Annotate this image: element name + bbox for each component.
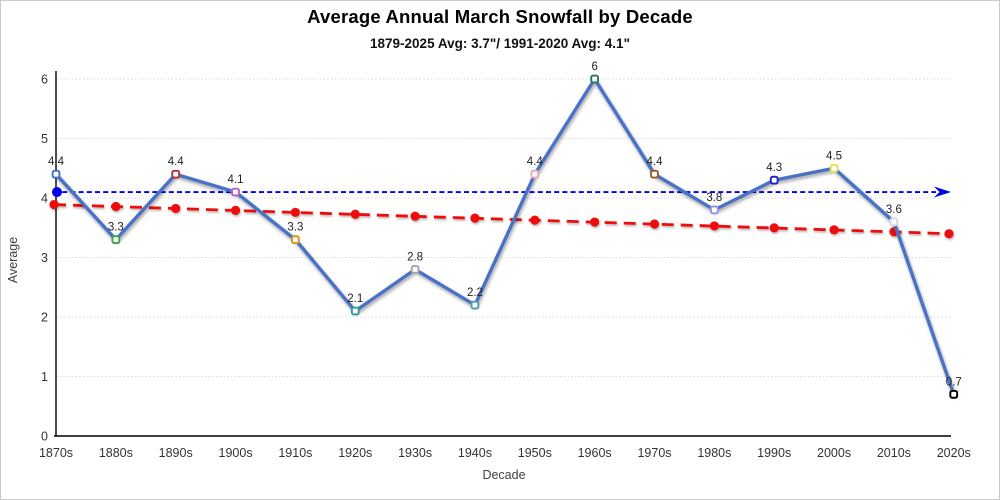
y-tick-label: 0 [41,430,48,444]
x-tick-label: 2000s [817,446,851,460]
data-point-label: 4.1 [228,174,244,186]
data-point-marker [51,169,61,179]
y-tick-label: 1 [41,370,48,384]
data-point-label: 0.7 [946,376,962,388]
data-point-label: 3.3 [108,222,124,234]
data-point-marker [231,187,240,197]
data-point-marker [530,169,540,179]
trend-point-marker [49,199,59,210]
trend-point-marker [649,219,660,229]
x-tick-label: 1910s [278,446,312,460]
trend-point-marker [171,203,181,214]
trend-point-marker [230,205,241,215]
y-tick-label: 5 [41,132,48,146]
x-tick-label: 1950s [518,446,552,460]
trend-point-marker [944,229,954,239]
chart-title: Average Annual March Snowfall by Decade [307,6,693,27]
data-point-marker [769,175,779,185]
data-point-marker [410,265,420,274]
trend-point-marker [590,217,600,227]
x-tick-label: 1960s [578,446,612,460]
average-line-arrow-icon [934,186,951,198]
data-point-marker [350,306,360,316]
data-point-marker [111,235,121,245]
data-point-marker [470,300,480,310]
x-tick-label: 1880s [99,446,133,460]
trend-line [53,203,950,236]
data-point-label: 4.4 [647,156,664,168]
x-tick-label: 1990s [757,446,791,460]
data-point-marker [889,217,899,227]
trend-point-marker [350,209,360,219]
y-tick-label: 4 [41,192,48,206]
data-point-label: 4.4 [168,156,185,168]
data-point-marker [171,169,181,179]
data-point-label: 4.5 [826,150,842,162]
data-point-label: 3.3 [287,222,303,234]
data-point-label: 6 [591,61,597,73]
trend-point-marker [530,215,540,225]
average-line-group [52,186,951,198]
data-point-label: 4.4 [48,156,65,168]
data-point-label: 2.2 [467,287,483,299]
data-point-marker [291,235,300,245]
trend-point-marker [829,225,839,235]
chart-subtitle: 1879-2025 Avg: 3.7"/ 1991-2020 Avg: 4.1" [370,36,630,51]
trend-point-marker [709,221,719,231]
x-tick-label: 1930s [398,446,432,460]
x-tick-label: 1920s [338,446,372,460]
x-tick-label: 1980s [697,446,731,460]
average-line-start-dot [52,187,62,198]
x-tick-label: 2020s [937,446,971,460]
data-point-marker [829,163,839,173]
trend-point-marker [470,213,480,223]
data-point-label: 2.1 [347,293,363,305]
x-tick-label: 1870s [39,446,73,460]
y-tick-label: 3 [41,251,48,265]
y-tick-label: 6 [41,73,48,87]
data-point-label: 4.3 [766,162,782,174]
x-tick-label: 2010s [877,446,911,460]
x-tick-label: 1970s [637,446,671,460]
x-axis-title: Decade [482,468,525,482]
trend-point-marker [410,211,420,221]
main-series-line [54,77,956,397]
data-point-marker [590,74,600,84]
data-point-marker [650,169,659,179]
trend-point-marker [769,223,779,233]
y-axis-title: Average [6,237,20,283]
data-point-marker [710,205,719,215]
data-point-label: 4.4 [527,156,544,168]
trend-point-marker [111,201,121,212]
data-point-label: 3.8 [706,192,722,204]
data-point-label: 2.8 [407,251,423,263]
x-tick-label: 1900s [219,446,253,460]
trend-point-marker [290,207,300,217]
y-tick-label: 2 [41,311,48,325]
trend-line-group [49,199,954,239]
x-tick-label: 1940s [458,446,492,460]
data-point-label: 3.6 [886,204,902,216]
data-point-marker [949,390,959,399]
x-tick-label: 1890s [159,446,193,460]
